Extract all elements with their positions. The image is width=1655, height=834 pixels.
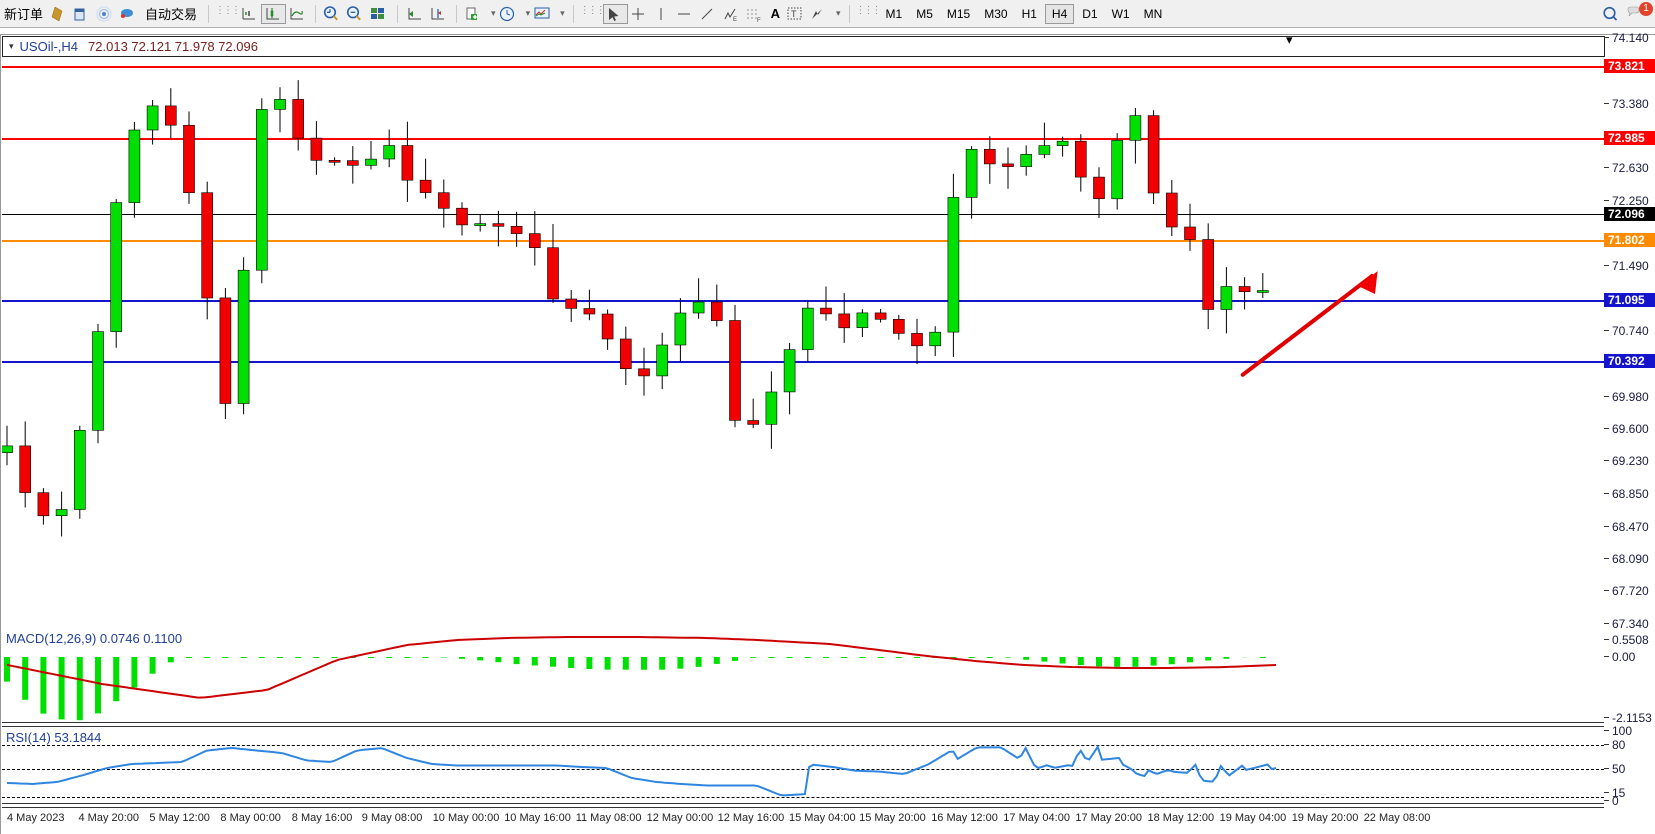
svg-text:F: F (757, 18, 761, 23)
svg-text:E: E (733, 17, 737, 23)
svg-text:T: T (791, 9, 797, 19)
